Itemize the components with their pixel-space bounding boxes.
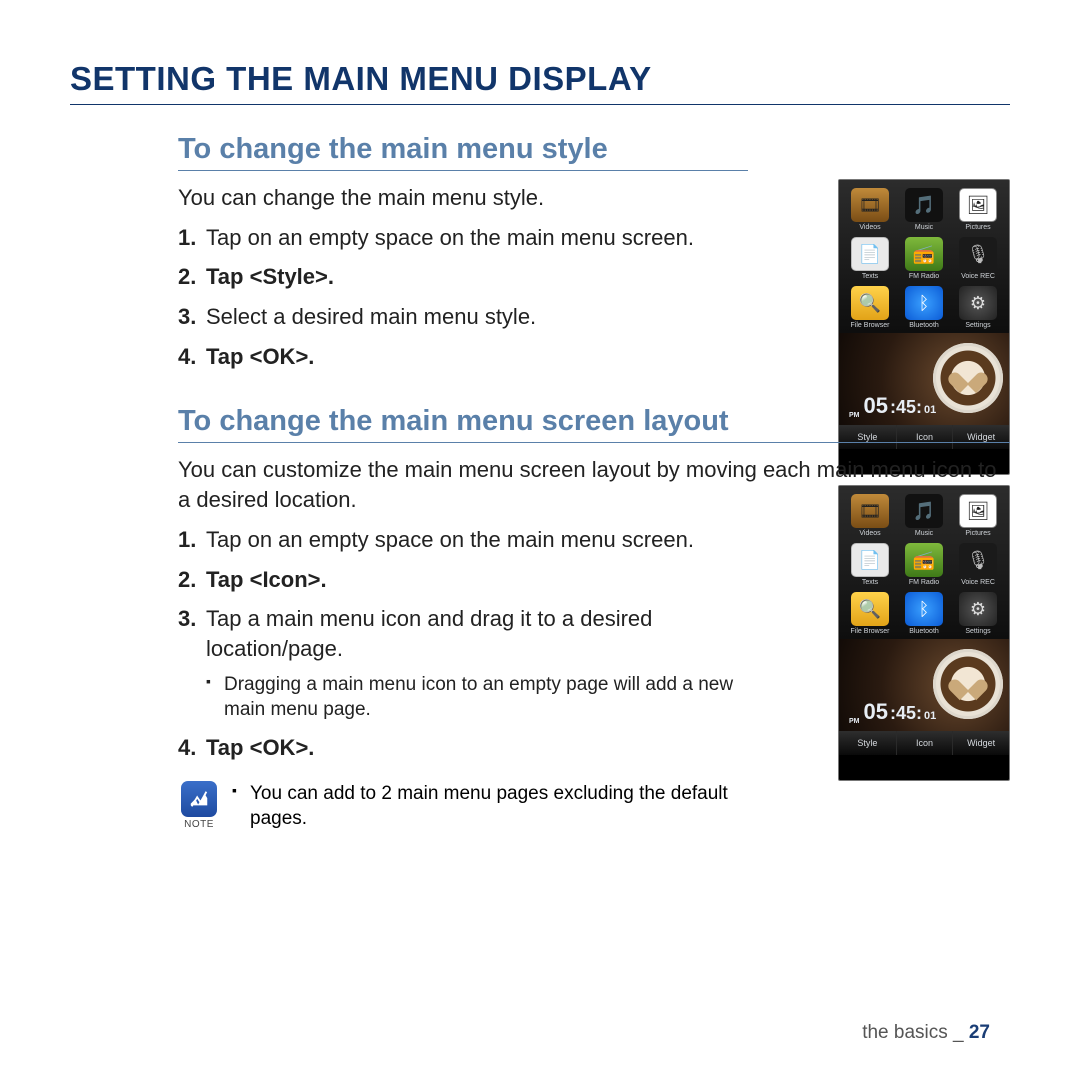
- app-icon: ⚙Settings: [953, 286, 1003, 329]
- app-icon: ᛒBluetooth: [899, 592, 949, 635]
- note-icon: [181, 781, 217, 817]
- app-icon: 🎙Voice REC: [953, 543, 1003, 586]
- step-item: Tap a main menu icon and drag it to a de…: [178, 604, 748, 723]
- app-icon: 📻FM Radio: [899, 237, 949, 280]
- section-layout: To change the main menu screen layout Yo…: [178, 405, 1010, 831]
- app-icon: 🖼Pictures: [953, 494, 1003, 537]
- step-item: Select a desired main menu style.: [178, 302, 748, 332]
- step-item: Tap <Icon>.: [178, 565, 748, 595]
- app-icon: 📄Texts: [845, 237, 895, 280]
- app-icon: 🖼Pictures: [953, 188, 1003, 231]
- app-icon: 🔍File Browser: [845, 592, 895, 635]
- device-tab: Widget: [952, 731, 1009, 755]
- device-tab: Style: [839, 731, 896, 755]
- app-icon: 🎵Music: [899, 188, 949, 231]
- note-label: NOTE: [184, 819, 214, 830]
- step-item: Tap on an empty space on the main menu s…: [178, 223, 748, 253]
- app-icon: 🎞Videos: [845, 188, 895, 231]
- page-title: SETTING THE MAIN MENU DISPLAY: [70, 60, 1010, 105]
- page-footer: the basics _ 27: [862, 1022, 990, 1044]
- section2-title: To change the main menu screen layout: [178, 405, 1010, 443]
- step-sub-item: Dragging a main menu icon to an empty pa…: [206, 672, 748, 723]
- footer-page: 27: [969, 1022, 990, 1043]
- note-text: You can add to 2 main menu pages excludi…: [232, 781, 748, 832]
- app-icon: 📄Texts: [845, 543, 895, 586]
- note-row: NOTE You can add to 2 main menu pages ex…: [178, 781, 748, 832]
- device-screenshot-2: 🎞Videos🎵Music🖼Pictures 📄Texts📻FM Radio🎙Vo…: [838, 485, 1010, 781]
- app-icon: 📻FM Radio: [899, 543, 949, 586]
- section1-title: To change the main menu style: [178, 133, 748, 171]
- app-icon: 🎞Videos: [845, 494, 895, 537]
- app-icon: 🔍File Browser: [845, 286, 895, 329]
- step-item: Tap <Style>.: [178, 262, 748, 292]
- device-tab: Icon: [896, 731, 953, 755]
- app-icon: 🎙Voice REC: [953, 237, 1003, 280]
- app-icon: ᛒBluetooth: [899, 286, 949, 329]
- app-icon: 🎵Music: [899, 494, 949, 537]
- section1-intro: You can change the main menu style.: [178, 183, 748, 213]
- step-item: Tap <OK>.: [178, 733, 748, 763]
- step-item: Tap <OK>.: [178, 342, 748, 372]
- section-style: To change the main menu style You can ch…: [178, 133, 1010, 371]
- section2-steps: Tap on an empty space on the main menu s…: [178, 525, 748, 763]
- step-item: Tap on an empty space on the main menu s…: [178, 525, 748, 555]
- footer-text: the basics _: [862, 1022, 969, 1043]
- app-icon: ⚙Settings: [953, 592, 1003, 635]
- section1-steps: Tap on an empty space on the main menu s…: [178, 223, 748, 372]
